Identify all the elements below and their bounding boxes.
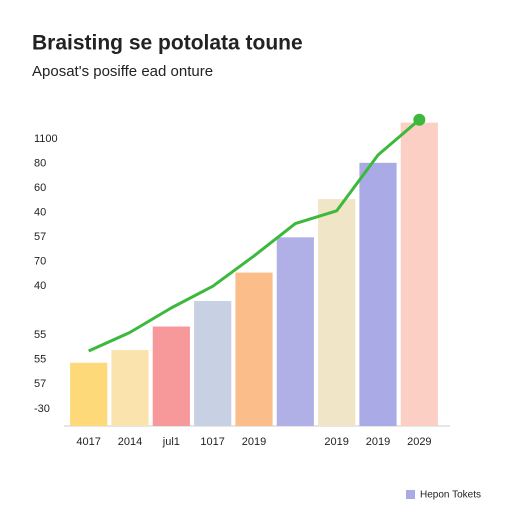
- y-tick-label: 57: [34, 378, 46, 390]
- legend-label: Hepon Tokets: [420, 490, 481, 501]
- y-tick-label: 55: [34, 354, 46, 366]
- y-tick-label: 40: [34, 280, 46, 292]
- bar: [111, 350, 149, 426]
- y-tick-label: 1100: [34, 133, 58, 145]
- x-tick-label: 2019: [366, 436, 390, 448]
- x-tick-label: 2029: [407, 436, 431, 448]
- legend-swatch: [406, 490, 415, 499]
- y-tick-label: 57: [34, 231, 46, 243]
- x-tick-label: 2019: [242, 436, 266, 448]
- bar: [359, 162, 397, 426]
- y-tick-label: 55: [34, 329, 46, 341]
- line: [88, 118, 421, 353]
- x-tick-label: 2019: [324, 436, 348, 448]
- y-tick-label: 60: [34, 182, 46, 194]
- chart-subtitle: Aposat's posiffe ead onture: [32, 63, 213, 80]
- bar: [318, 199, 356, 426]
- x-tick-label: 4017: [76, 436, 100, 448]
- x-tick-label: jul1: [162, 436, 180, 448]
- bar: [152, 326, 190, 426]
- y-tick-label: 80: [34, 158, 46, 170]
- bar: [194, 301, 232, 426]
- chart-title: Braisting se potolata toune: [32, 32, 303, 55]
- x-tick-label: 1017: [200, 436, 224, 448]
- y-tick-label: 40: [34, 207, 46, 219]
- y-tick-label: -30: [34, 403, 50, 415]
- bar: [400, 122, 438, 426]
- line-end-dot: [413, 113, 426, 126]
- x-tick-label: 2014: [118, 436, 142, 448]
- bar: [70, 362, 108, 426]
- bar: [235, 272, 273, 426]
- y-tick-label: 70: [34, 256, 46, 268]
- bar: [276, 237, 314, 426]
